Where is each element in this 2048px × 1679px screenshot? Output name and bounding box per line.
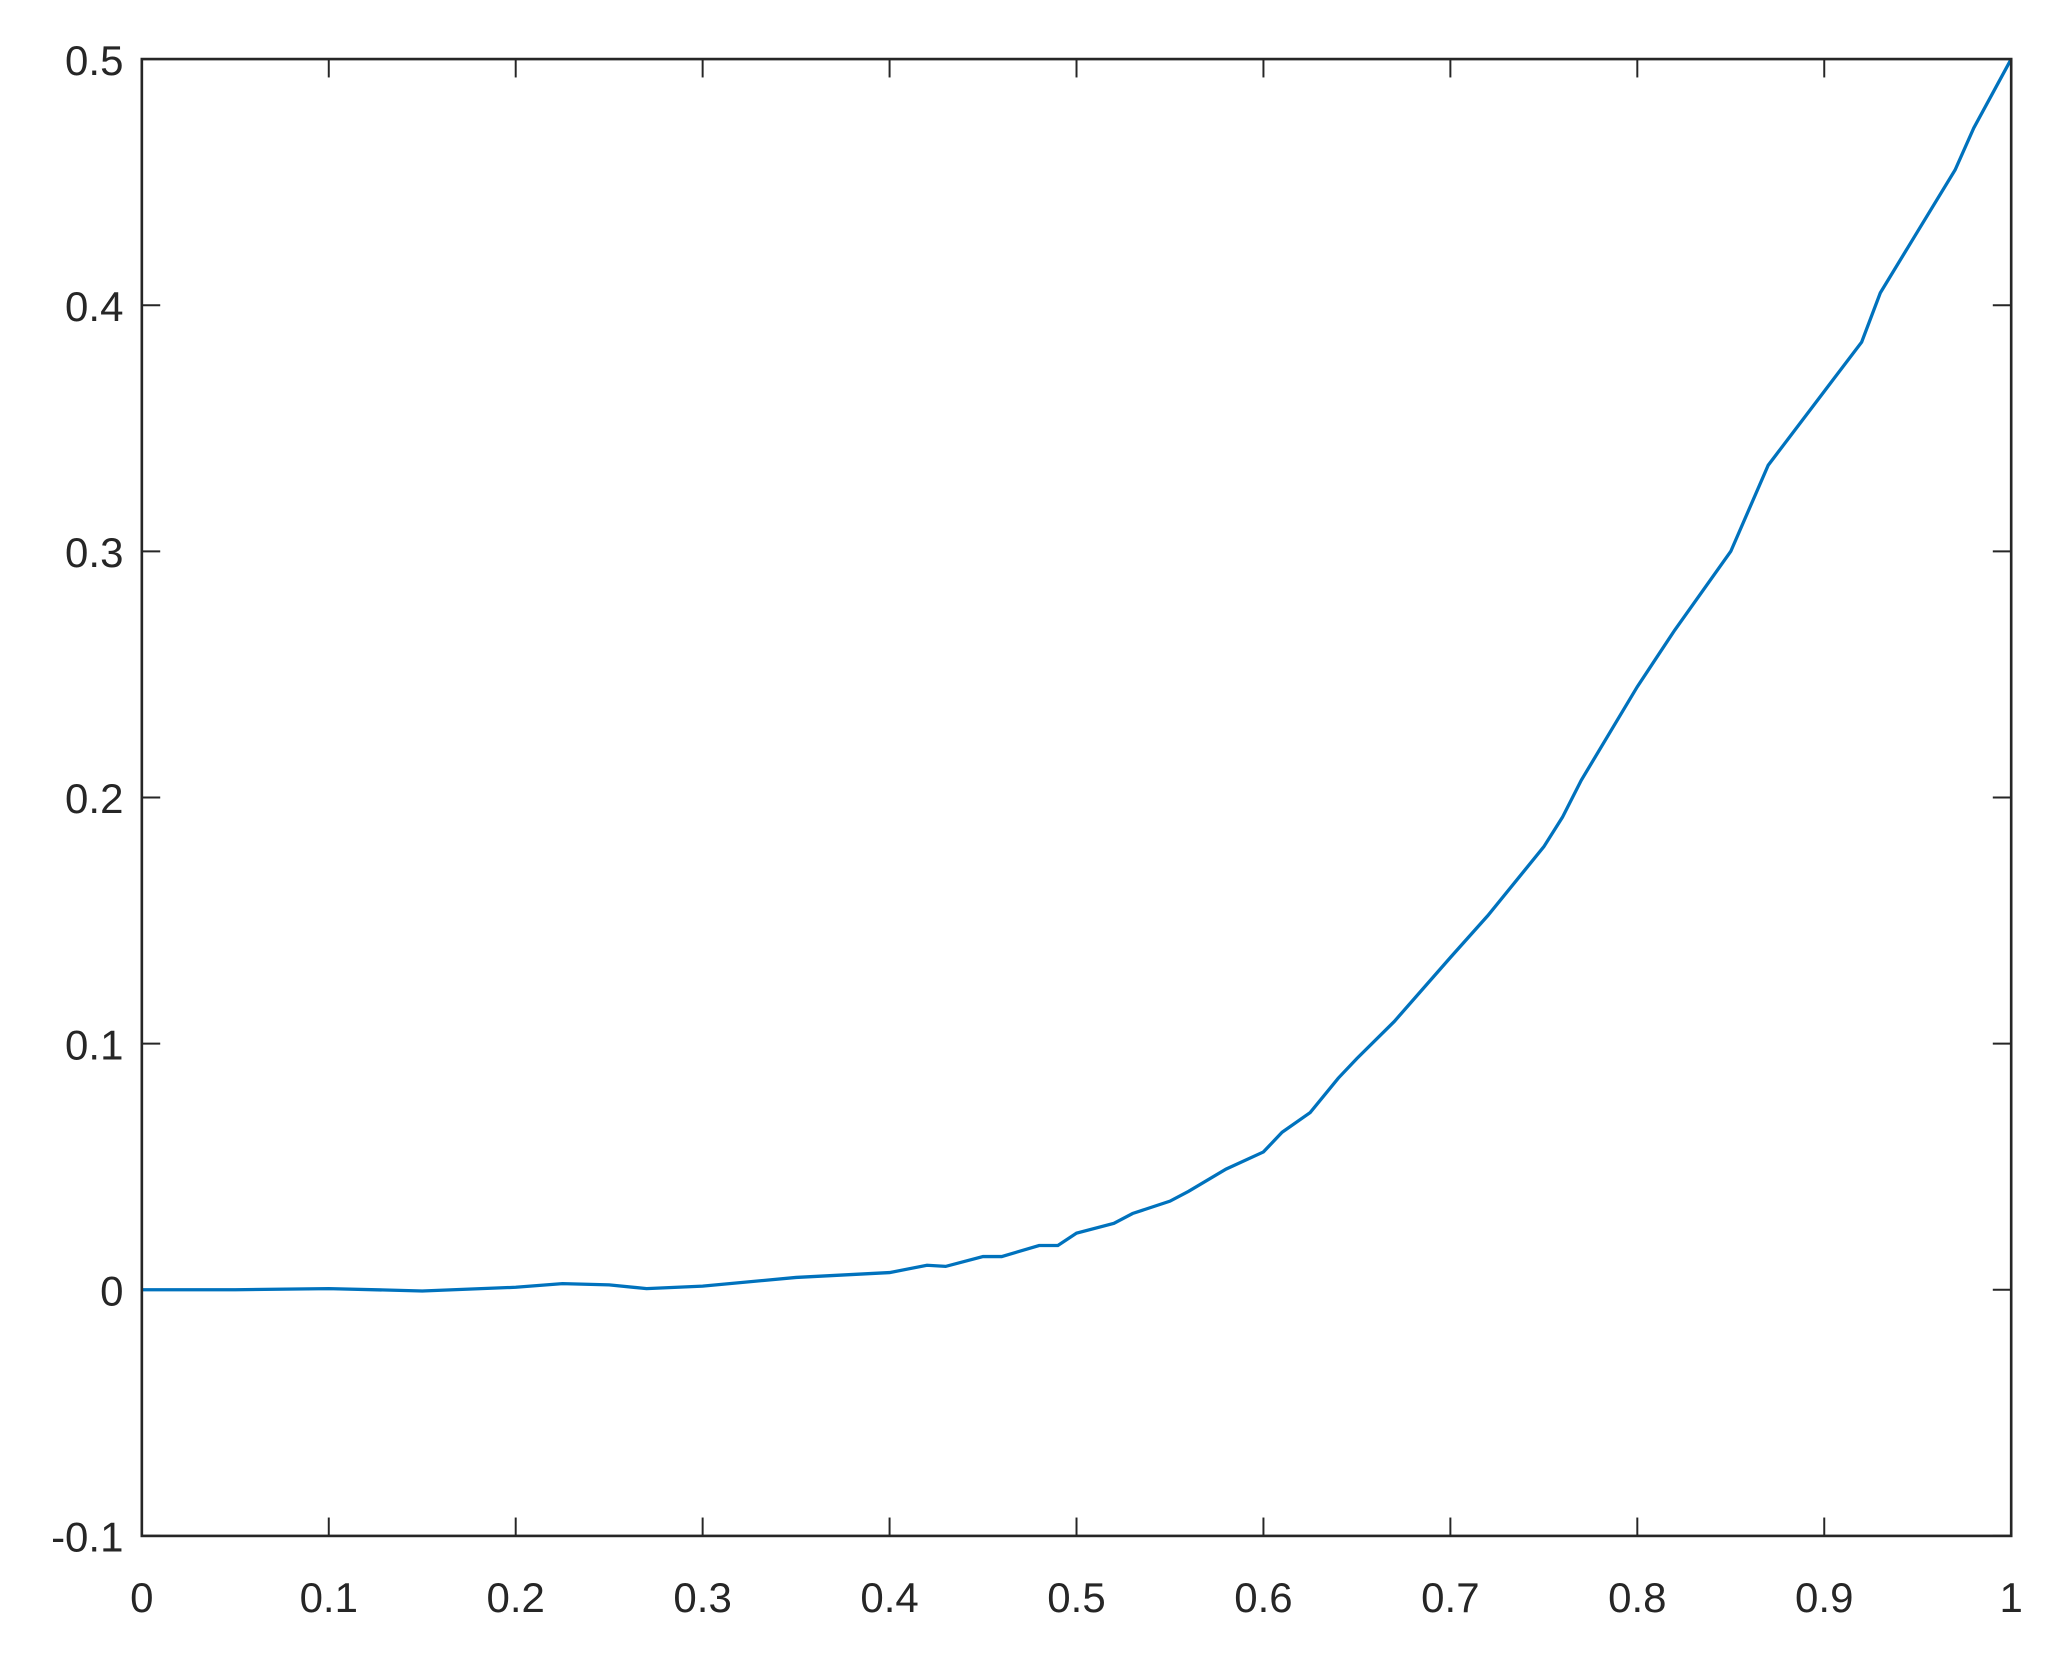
- x-tick-label: 0.1: [300, 1574, 358, 1621]
- x-tick-label: 0.6: [1234, 1574, 1292, 1621]
- x-tick-label: 0.8: [1608, 1574, 1666, 1621]
- x-tick-label: 0.4: [860, 1574, 918, 1621]
- x-tick-label: 0: [130, 1574, 153, 1621]
- x-tick-label: 0.5: [1047, 1574, 1105, 1621]
- y-tick-label: 0.5: [65, 37, 123, 84]
- y-tick-label: 0: [100, 1268, 123, 1315]
- y-tick-label: -0.1: [51, 1514, 123, 1561]
- y-tick-label: 0.1: [65, 1021, 123, 1068]
- y-tick-label: 0.4: [65, 283, 123, 330]
- y-tick-label: 0.2: [65, 775, 123, 822]
- x-tick-label: 0.3: [673, 1574, 731, 1621]
- x-tick-label: 0.7: [1421, 1574, 1479, 1621]
- ticks: [140, 58, 2013, 1537]
- axes-box: [140, 57, 2013, 1538]
- x-tick-label: 1: [2000, 1574, 2023, 1621]
- series-line: [141, 58, 2013, 1293]
- y-tick-label: 0.3: [65, 529, 123, 576]
- tick-labels: 0 0.1 0.2 0.3 0.4 0.5 0.6 0.7 0.8 0.9 1-0.100.10.2…: [51, 37, 2023, 1621]
- x-tick-label: 0.2: [487, 1574, 545, 1621]
- x-tick-label: 0.9: [1795, 1574, 1853, 1621]
